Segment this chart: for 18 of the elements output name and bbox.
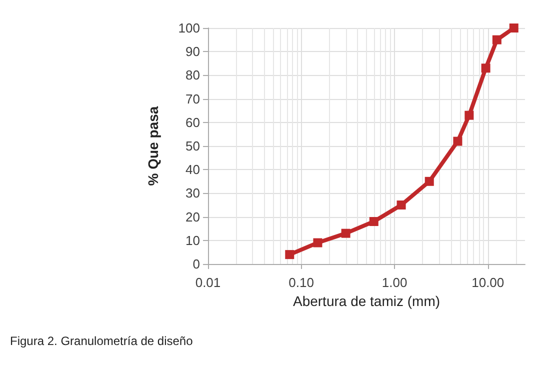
x-tick-label: 1.00 — [382, 275, 408, 290]
x-tick-label: 0.01 — [195, 275, 221, 290]
y-axis-title: % Que pasa — [145, 106, 161, 186]
x-axis-title: Abertura de tamiz (mm) — [292, 292, 440, 309]
y-tick-label: 60 — [186, 114, 200, 130]
text: Figura 2. Granulometría de diseño — [10, 334, 194, 348]
y-tick-label: 0 — [192, 256, 200, 272]
y-tick-label: 50 — [186, 138, 200, 154]
y-tick-label: 10 — [186, 232, 200, 248]
x-tick-label: 0.10 — [288, 275, 314, 290]
y-tick-label: 70 — [186, 91, 200, 106]
y-tick-label: 100 — [178, 20, 200, 36]
x-tick-label: 10.00 — [472, 275, 504, 290]
y-tick-label: 30 — [186, 186, 200, 201]
y-tick-label: 20 — [186, 209, 200, 224]
y-tick-label: 80 — [186, 68, 200, 83]
y-tick-label: 40 — [186, 162, 200, 178]
y-tick-label: 90 — [186, 44, 200, 60]
